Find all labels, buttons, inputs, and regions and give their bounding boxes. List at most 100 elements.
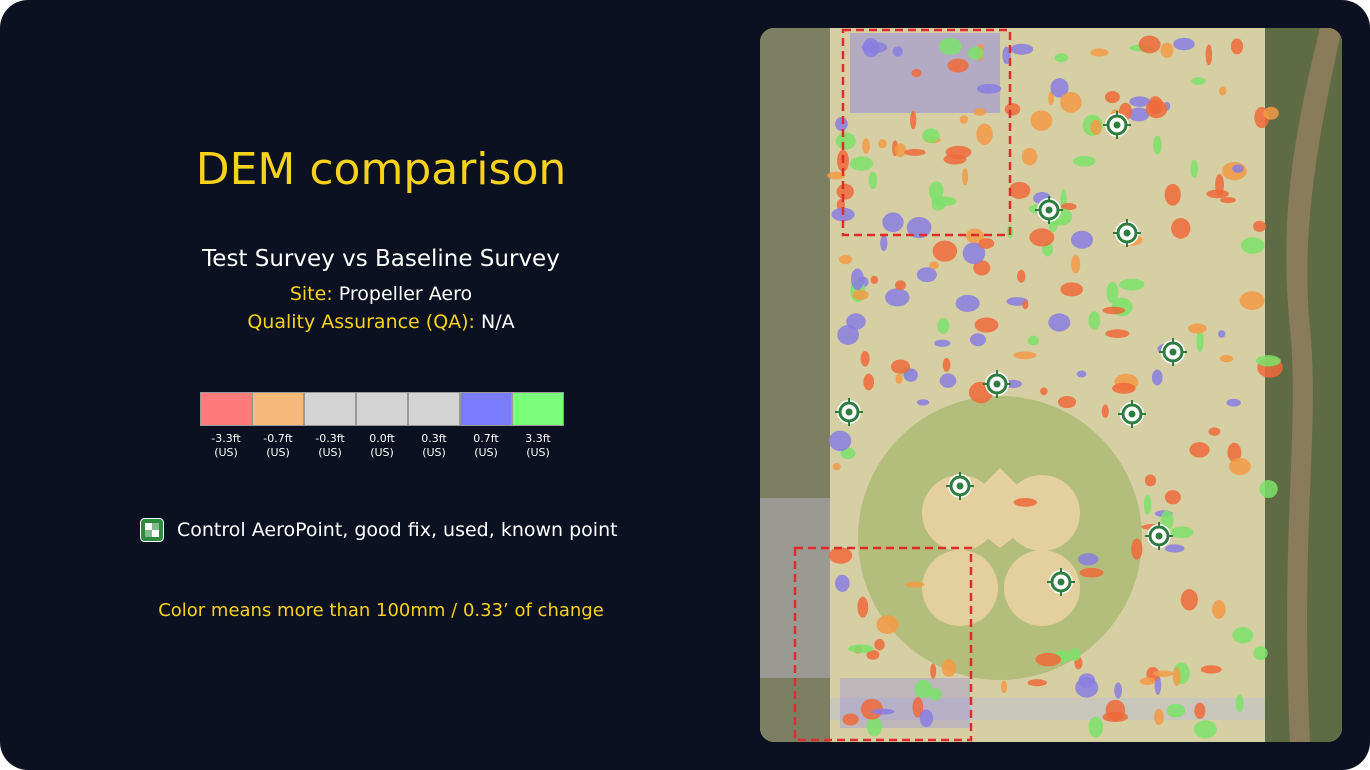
change-blob [1128, 107, 1150, 122]
change-blob [1164, 183, 1181, 206]
legend-unit: (US) [370, 446, 394, 459]
change-blob [1171, 217, 1191, 239]
change-blob [866, 649, 880, 660]
change-blob [1208, 427, 1221, 436]
change-blob [1079, 567, 1104, 578]
change-blob [1240, 237, 1265, 254]
change-blob [1048, 313, 1071, 332]
change-blob [978, 238, 995, 249]
change-blob [836, 183, 854, 200]
change-blob [1239, 291, 1265, 311]
legend: -3.3ft (US) -0.7ft (US) -0.3ft (US) 0.0ft (US) 0… [200, 392, 564, 460]
change-blob [1106, 281, 1119, 304]
change-blob [1060, 91, 1082, 113]
legend-label: -0.3ft (US) [304, 432, 356, 460]
legend-item: 0.0ft (US) [356, 392, 408, 460]
change-blob [1173, 37, 1195, 51]
change-blob [1189, 442, 1210, 458]
change-blob [1070, 230, 1094, 249]
change-blob [976, 123, 993, 146]
change-blob [835, 132, 856, 150]
change-blob [1054, 53, 1069, 63]
change-blob [1229, 457, 1251, 476]
change-blob [852, 289, 869, 301]
change-blob [943, 154, 967, 165]
change-blob [850, 268, 864, 291]
control-point-key: Control AeroPoint, good fix, used, known… [140, 518, 618, 542]
legend-item: -0.3ft (US) [304, 392, 356, 460]
legend-swatch [512, 392, 564, 426]
change-blob [1040, 387, 1048, 396]
change-blob [1232, 164, 1244, 173]
control-point-marker [1113, 219, 1141, 247]
change-blob [1072, 155, 1096, 167]
legend-unit: (US) [422, 446, 446, 459]
change-blob [828, 547, 853, 564]
change-blob [1076, 370, 1087, 378]
change-blob [1022, 300, 1029, 310]
change-blob [1060, 203, 1077, 211]
change-blob [1255, 355, 1281, 367]
change-blob [1172, 667, 1181, 687]
change-blob [1017, 269, 1026, 283]
change-blob [1088, 716, 1104, 738]
change-blob [1227, 442, 1242, 463]
qa-line: Quality Assurance (QA): N/A [0, 311, 762, 333]
change-blob [866, 716, 882, 737]
change-blob [860, 698, 883, 720]
legend-value: 0.7ft [473, 432, 499, 445]
change-blob [1151, 369, 1163, 386]
change-blob [919, 709, 934, 728]
site-label: Site: [289, 283, 333, 305]
legend-unit: (US) [526, 446, 550, 459]
site-value: Propeller Aero [338, 283, 473, 305]
change-blob [892, 46, 903, 57]
qa-value: N/A [481, 311, 515, 333]
subtitle: Test Survey vs Baseline Survey [202, 246, 560, 272]
change-blob [1259, 480, 1278, 499]
change-blob [1200, 665, 1222, 674]
change-blob [870, 275, 879, 284]
legend-value: 3.3ft [525, 432, 551, 445]
legend-label: -3.3ft (US) [200, 432, 252, 460]
change-blob [904, 148, 926, 156]
change-blob [1057, 395, 1077, 409]
change-blob [938, 37, 962, 55]
change-blob [1188, 323, 1207, 334]
map [760, 28, 1342, 742]
control-point-marker [835, 398, 863, 426]
change-blob [1030, 110, 1053, 131]
change-blob [1166, 703, 1186, 718]
legend-value: -0.3ft [315, 432, 345, 445]
title: DEM comparison [195, 144, 567, 195]
change-blob [1035, 652, 1062, 667]
change-blob [839, 254, 853, 265]
change-blob [848, 644, 874, 653]
change-blob [878, 139, 887, 149]
change-blob [976, 83, 1002, 94]
control-point-marker [1103, 111, 1131, 139]
change-blob [1164, 490, 1181, 505]
legend-value: -3.3ft [211, 432, 241, 445]
change-blob [1145, 99, 1168, 119]
change-blob [932, 240, 958, 262]
change-blob [1191, 77, 1206, 85]
change-blob [1078, 673, 1096, 689]
change-blob [1220, 197, 1236, 204]
change-blob [1027, 679, 1047, 687]
change-blob [904, 581, 925, 588]
legend-swatch [252, 392, 304, 426]
change-blob [912, 697, 924, 718]
legend-item: -3.3ft (US) [200, 392, 252, 460]
change-blob [1219, 354, 1234, 363]
change-blob [1112, 382, 1136, 394]
change-blob [906, 216, 932, 239]
change-blob [850, 156, 874, 171]
change-blob [1090, 48, 1109, 57]
legend-label: 0.3ft (US) [408, 432, 460, 460]
change-blob [914, 679, 933, 699]
change-blob [911, 68, 922, 78]
change-blob [1253, 646, 1268, 661]
change-blob [903, 368, 918, 382]
change-blob [1138, 35, 1161, 54]
